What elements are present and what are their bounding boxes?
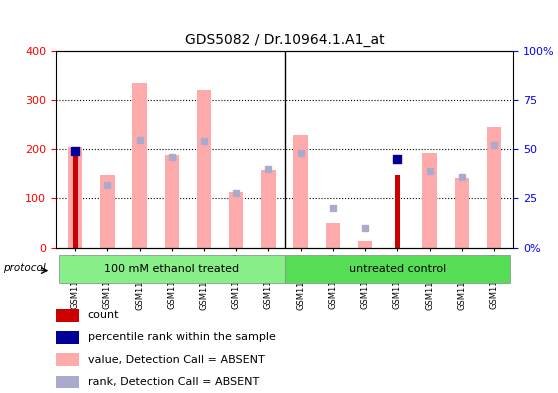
Bar [56, 353, 79, 366]
Bar [326, 223, 340, 248]
Bar [487, 127, 501, 248]
Text: rank, Detection Call = ABSENT: rank, Detection Call = ABSENT [88, 377, 259, 387]
Title: GDS5082 / Dr.10964.1.A1_at: GDS5082 / Dr.10964.1.A1_at [185, 33, 384, 47]
Bar [197, 90, 211, 248]
Bar [422, 153, 437, 248]
Text: count: count [88, 310, 119, 320]
Bar [261, 171, 276, 248]
Bar [132, 83, 147, 248]
Text: 100 mM ethanol treated: 100 mM ethanol treated [104, 264, 239, 274]
Text: untreated control: untreated control [349, 264, 446, 274]
Bar [294, 134, 308, 248]
Bar [229, 192, 243, 248]
Bar [68, 147, 83, 248]
Bar [358, 241, 372, 248]
Bar [56, 309, 79, 321]
Bar [100, 175, 114, 248]
Text: percentile rank within the sample: percentile rank within the sample [88, 332, 276, 342]
Bar [165, 155, 179, 248]
Bar [395, 175, 400, 248]
Bar [285, 255, 510, 283]
Bar [56, 331, 79, 343]
Text: protocol: protocol [3, 263, 46, 273]
Bar [73, 147, 78, 248]
Text: value, Detection Call = ABSENT: value, Detection Call = ABSENT [88, 354, 264, 365]
Bar [56, 376, 79, 388]
Bar [59, 255, 285, 283]
Bar [455, 178, 469, 248]
